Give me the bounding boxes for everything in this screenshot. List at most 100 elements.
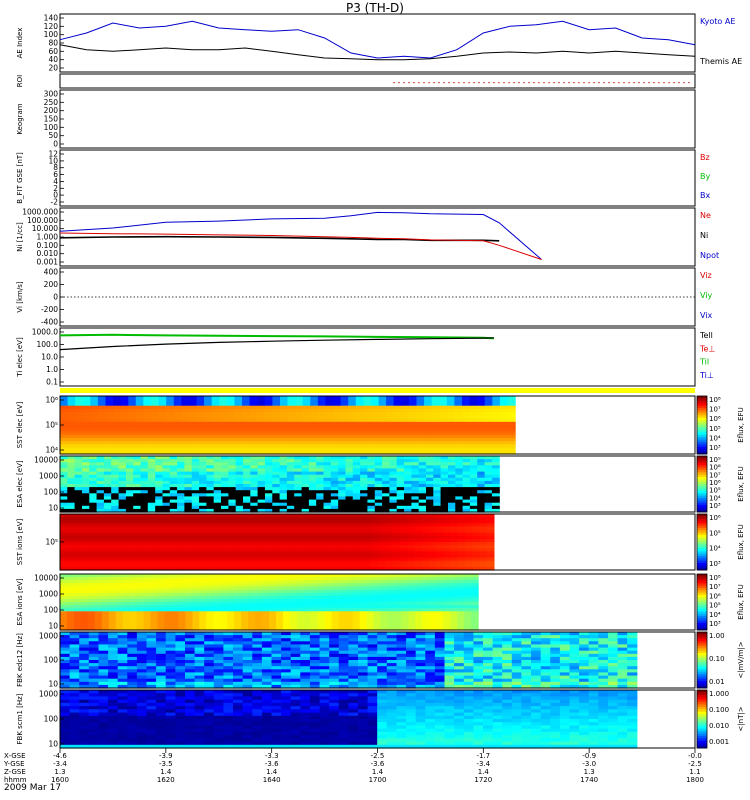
spectrogram-cell xyxy=(421,560,430,565)
spectrogram-cell xyxy=(199,611,207,615)
spectrogram-cell xyxy=(448,474,456,479)
spectrogram-cell xyxy=(177,456,185,460)
y-tick-label: 2 xyxy=(53,184,58,193)
spectrogram-cell xyxy=(393,437,402,442)
spectrogram-cell xyxy=(67,441,76,445)
spectrogram-cell xyxy=(280,418,289,423)
spectrogram-cell xyxy=(366,608,375,612)
spectrogram-cell xyxy=(74,514,83,518)
spectrogram-cell xyxy=(316,465,325,469)
spectrogram-cell xyxy=(323,484,332,488)
spectrogram-cell xyxy=(82,471,90,476)
spectrogram-cell xyxy=(143,405,152,410)
spectrogram-cell xyxy=(74,557,83,562)
spectrogram-cell xyxy=(234,602,242,606)
spectrogram-cell xyxy=(173,402,182,407)
spectrogram-cell xyxy=(182,560,191,565)
spectrogram-cell xyxy=(393,408,402,413)
spectrogram-cell xyxy=(394,602,402,606)
spectrogram-cell xyxy=(401,405,410,410)
spectrogram-cell xyxy=(60,592,68,597)
spectrogram-cell xyxy=(385,551,394,555)
spectrogram-cell xyxy=(129,598,138,603)
spectrogram-cell xyxy=(477,421,486,426)
spectrogram-cell xyxy=(128,408,137,413)
spectrogram-cell xyxy=(308,487,317,491)
spectrogram-cell xyxy=(433,487,442,491)
spectrogram-cell xyxy=(294,480,303,485)
spectrogram-cell xyxy=(110,548,119,552)
spectrogram-cell xyxy=(428,548,437,552)
spectrogram-cell xyxy=(146,632,157,636)
spectrogram-cell xyxy=(334,517,343,521)
spectrogram-cell xyxy=(219,415,228,420)
spectrogram-cell xyxy=(88,538,97,543)
spectrogram-cell xyxy=(349,538,358,543)
spectrogram-cell xyxy=(171,611,180,615)
spectrogram-cell xyxy=(122,577,131,581)
spectrogram-cell xyxy=(316,493,325,497)
spectrogram-cell xyxy=(385,560,394,565)
spectrogram-cell xyxy=(164,626,173,631)
spectrogram-cell xyxy=(450,626,458,631)
spectrogram-cell xyxy=(161,532,169,537)
spectrogram-cell xyxy=(233,678,244,683)
spectrogram-cell xyxy=(80,617,89,622)
spectrogram-cell xyxy=(241,608,249,612)
colorbar-segment xyxy=(697,446,707,450)
spectrogram-cell xyxy=(301,487,310,491)
y-tick-label: 1000 xyxy=(39,590,58,599)
spectrogram-cell xyxy=(469,508,478,513)
spectrogram-cell xyxy=(67,508,76,513)
spectrogram-cell xyxy=(133,468,142,473)
spectrogram-cell xyxy=(162,508,171,513)
spectrogram-cell xyxy=(393,447,402,452)
colorbar-segment xyxy=(697,493,707,497)
spectrogram-cell xyxy=(257,471,266,476)
spectrogram-cell xyxy=(165,660,176,664)
spectrogram-cell xyxy=(166,415,175,420)
y-tick-label: 10 xyxy=(48,504,58,513)
spectrogram-cell xyxy=(443,602,451,606)
spectrogram-cell xyxy=(89,496,98,501)
spectrogram-cell xyxy=(325,434,334,439)
spectrogram-cell xyxy=(122,589,131,594)
colorbar-segment xyxy=(697,525,707,529)
spectrogram-cell xyxy=(380,574,389,578)
spectrogram-cell xyxy=(479,554,488,559)
spectrogram-cell xyxy=(110,529,119,534)
spectrogram-cell xyxy=(233,523,242,527)
spectrogram-cell xyxy=(122,608,131,612)
spectrogram-cell xyxy=(387,626,396,631)
spectrogram-cell xyxy=(235,465,244,469)
spectrogram-cell xyxy=(479,551,488,555)
spectrogram-cell xyxy=(280,402,289,407)
spectrogram-cell xyxy=(150,598,159,603)
spectrogram-cell xyxy=(317,431,327,436)
spectrogram-cell xyxy=(164,611,173,615)
spectrogram-cell xyxy=(204,632,215,636)
spectrogram-cell xyxy=(479,520,488,524)
spectrogram-cell xyxy=(389,505,398,510)
spectrogram-cell xyxy=(235,487,244,491)
spectrogram-cell xyxy=(194,666,205,670)
spectrogram-cell xyxy=(168,566,177,571)
spectrogram-cell xyxy=(117,557,126,562)
spectrogram-cell xyxy=(213,647,224,652)
spectrogram-cell xyxy=(122,617,131,622)
spectrogram-cell xyxy=(94,614,103,619)
spectrogram-cell xyxy=(127,675,138,680)
spectrogram-cell xyxy=(204,428,213,432)
spectrogram-cell xyxy=(233,520,242,524)
spectrogram-cell xyxy=(355,418,364,423)
spectrogram-cell xyxy=(428,557,437,562)
colorbar-segment xyxy=(697,565,707,569)
spectrogram-cell xyxy=(455,468,464,473)
spectrogram-cell xyxy=(446,431,455,436)
spectrogram-cell xyxy=(73,614,82,619)
spectrogram-cell xyxy=(185,635,196,639)
spectrogram-cell xyxy=(132,523,141,527)
spectrogram-cell xyxy=(333,396,342,400)
spectrogram-cell xyxy=(378,563,386,568)
spectrogram-cell xyxy=(355,402,364,407)
